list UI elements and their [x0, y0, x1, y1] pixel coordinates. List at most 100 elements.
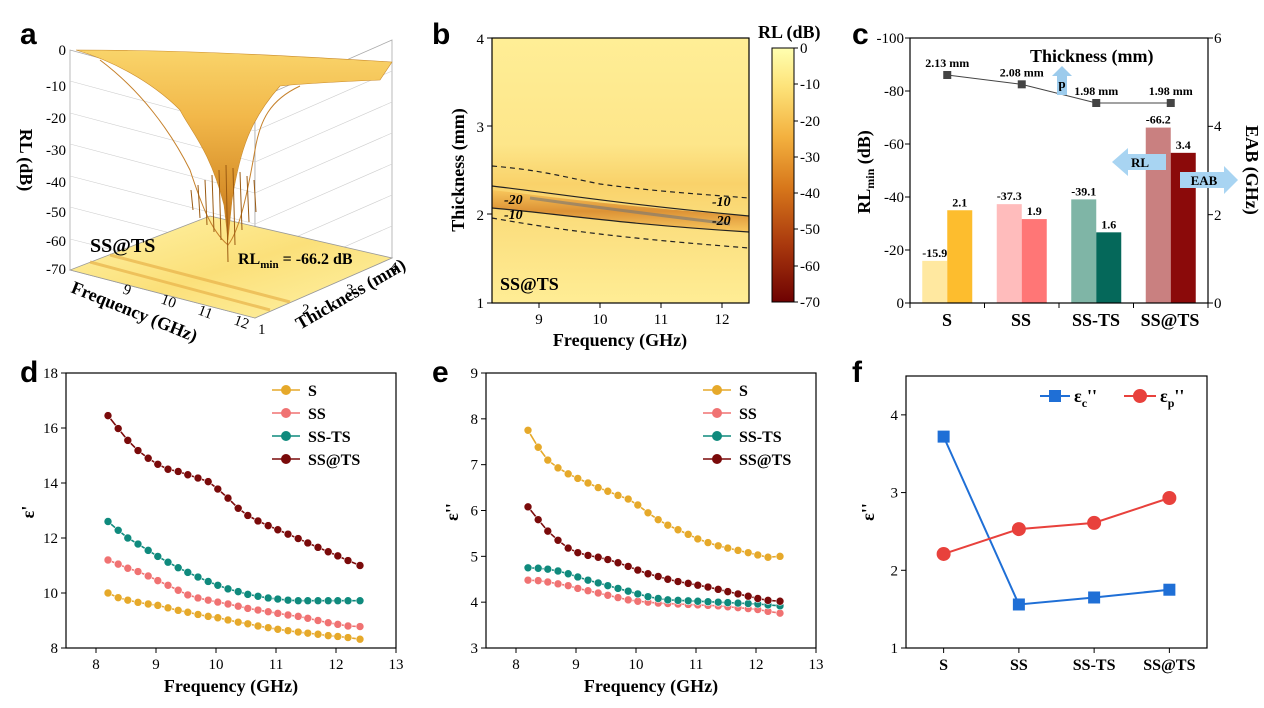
data-point [153, 552, 163, 561]
data-point [723, 543, 733, 553]
panel-b-contour-line [491, 207, 750, 233]
data-point [223, 493, 233, 503]
panel-a-rlmin-annotation: RLmin = -66.2 dB [238, 251, 353, 271]
svg-text:RL: RL [1131, 155, 1149, 170]
data-point [313, 616, 323, 625]
panel-b-contour-label: -10 [504, 208, 523, 223]
data-point [193, 572, 203, 582]
data-point [633, 589, 643, 599]
data-point [583, 551, 593, 560]
data-point [233, 617, 243, 627]
data-point [673, 596, 683, 605]
panel-b-sample-label: SS@TS [500, 274, 559, 294]
data-point [233, 601, 243, 611]
panel-a-x-tick: 10 [159, 292, 179, 312]
data-point [653, 572, 663, 581]
data-point [223, 599, 233, 609]
panel-a-y-tick: 4 [390, 260, 398, 276]
panel-c-rl-value: -66.2 [1146, 113, 1171, 127]
data-point [355, 634, 365, 644]
data-point [593, 578, 603, 588]
data-point [153, 601, 163, 610]
data-point [203, 577, 213, 586]
data-point [553, 579, 563, 589]
panel-f-y-label: ε'' [858, 503, 878, 521]
panel-c-eab-bar [947, 210, 973, 303]
panel-b-colorbar-tick: -50 [800, 222, 820, 238]
data-point [153, 459, 163, 469]
panel-a-y-axis: 1 2 3 4 [258, 260, 398, 338]
panel-e-y-label: ε'' [442, 503, 462, 521]
data-point [323, 618, 333, 628]
panel-label-e: e [432, 356, 449, 389]
panel-c-rl-bar [922, 260, 948, 303]
panel-c-y-tick: -60 [884, 137, 904, 153]
data-point [303, 628, 313, 638]
data-point [133, 567, 143, 576]
data-point [533, 442, 543, 452]
panel-c-eab-arrow: EAB [1180, 166, 1238, 194]
data-point [523, 425, 533, 435]
panel-c-y-tick: 0 [897, 296, 905, 312]
data-point [613, 584, 623, 593]
panel-b-colorbar-tick: -60 [800, 259, 820, 275]
data-point [243, 604, 253, 613]
y-tick-label: 16 [43, 421, 59, 437]
panel-b-x-tick: 10 [593, 312, 608, 328]
data-point [693, 596, 703, 606]
panel-a-z-tick: -40 [46, 175, 66, 191]
data-point [133, 598, 143, 607]
y-tick-label: 12 [43, 531, 58, 547]
data-point [355, 561, 365, 570]
data-point [253, 591, 263, 601]
panel-c-thickness-marker [1166, 99, 1175, 107]
panel-label-b: b [432, 18, 450, 51]
data-point [153, 576, 163, 585]
data-point [313, 596, 323, 606]
data-point [543, 564, 553, 574]
data-point [733, 598, 743, 608]
data-point [123, 563, 133, 573]
panel-a-y-tick: 3 [346, 282, 354, 298]
series-line-SS [107, 559, 361, 628]
panel-c-rl-value: -37.3 [997, 189, 1022, 203]
data-point [713, 585, 723, 594]
data-point [343, 633, 353, 642]
legend-marker [712, 454, 722, 464]
panel-c-x-tick: SS [1011, 310, 1031, 330]
data-point [533, 515, 543, 524]
panel-f-legend-label: εp'' [1160, 386, 1184, 410]
data-point [173, 467, 183, 476]
panel-c-y2-tick: 6 [1214, 31, 1222, 47]
panel-c-thickness-label: 2.08 mm [1000, 65, 1044, 79]
panel-a-z-tick: -60 [46, 234, 66, 250]
panel-b-contour-label: -20 [504, 193, 523, 208]
data-point [173, 563, 183, 573]
panel-b-contour-label: -20 [712, 214, 731, 229]
data-point [563, 543, 573, 553]
panel-f-point-circle [936, 546, 951, 561]
data-point [103, 555, 113, 565]
data-point [533, 576, 543, 585]
data-point [593, 588, 603, 598]
data-point [683, 530, 693, 539]
data-point [263, 593, 273, 603]
data-point [313, 543, 323, 552]
panel-label-c: c [852, 18, 869, 51]
data-point [553, 463, 563, 473]
panel-f-point-square [1088, 591, 1101, 604]
legend-marker [281, 385, 291, 395]
data-point [283, 529, 293, 539]
panel-b-colorbar-tick: -10 [800, 77, 820, 93]
y-tick-label: 8 [51, 641, 59, 657]
data-point [743, 591, 753, 601]
data-point [133, 539, 143, 549]
data-point [603, 581, 613, 590]
data-point [623, 494, 633, 504]
panel-f-legend-marker [1133, 389, 1147, 403]
panel-f-point-square [937, 430, 950, 443]
data-point [293, 612, 303, 621]
panel-b-x-tick: 12 [715, 312, 730, 328]
legend-label: S [739, 383, 748, 400]
x-tick-label: 13 [809, 657, 824, 673]
